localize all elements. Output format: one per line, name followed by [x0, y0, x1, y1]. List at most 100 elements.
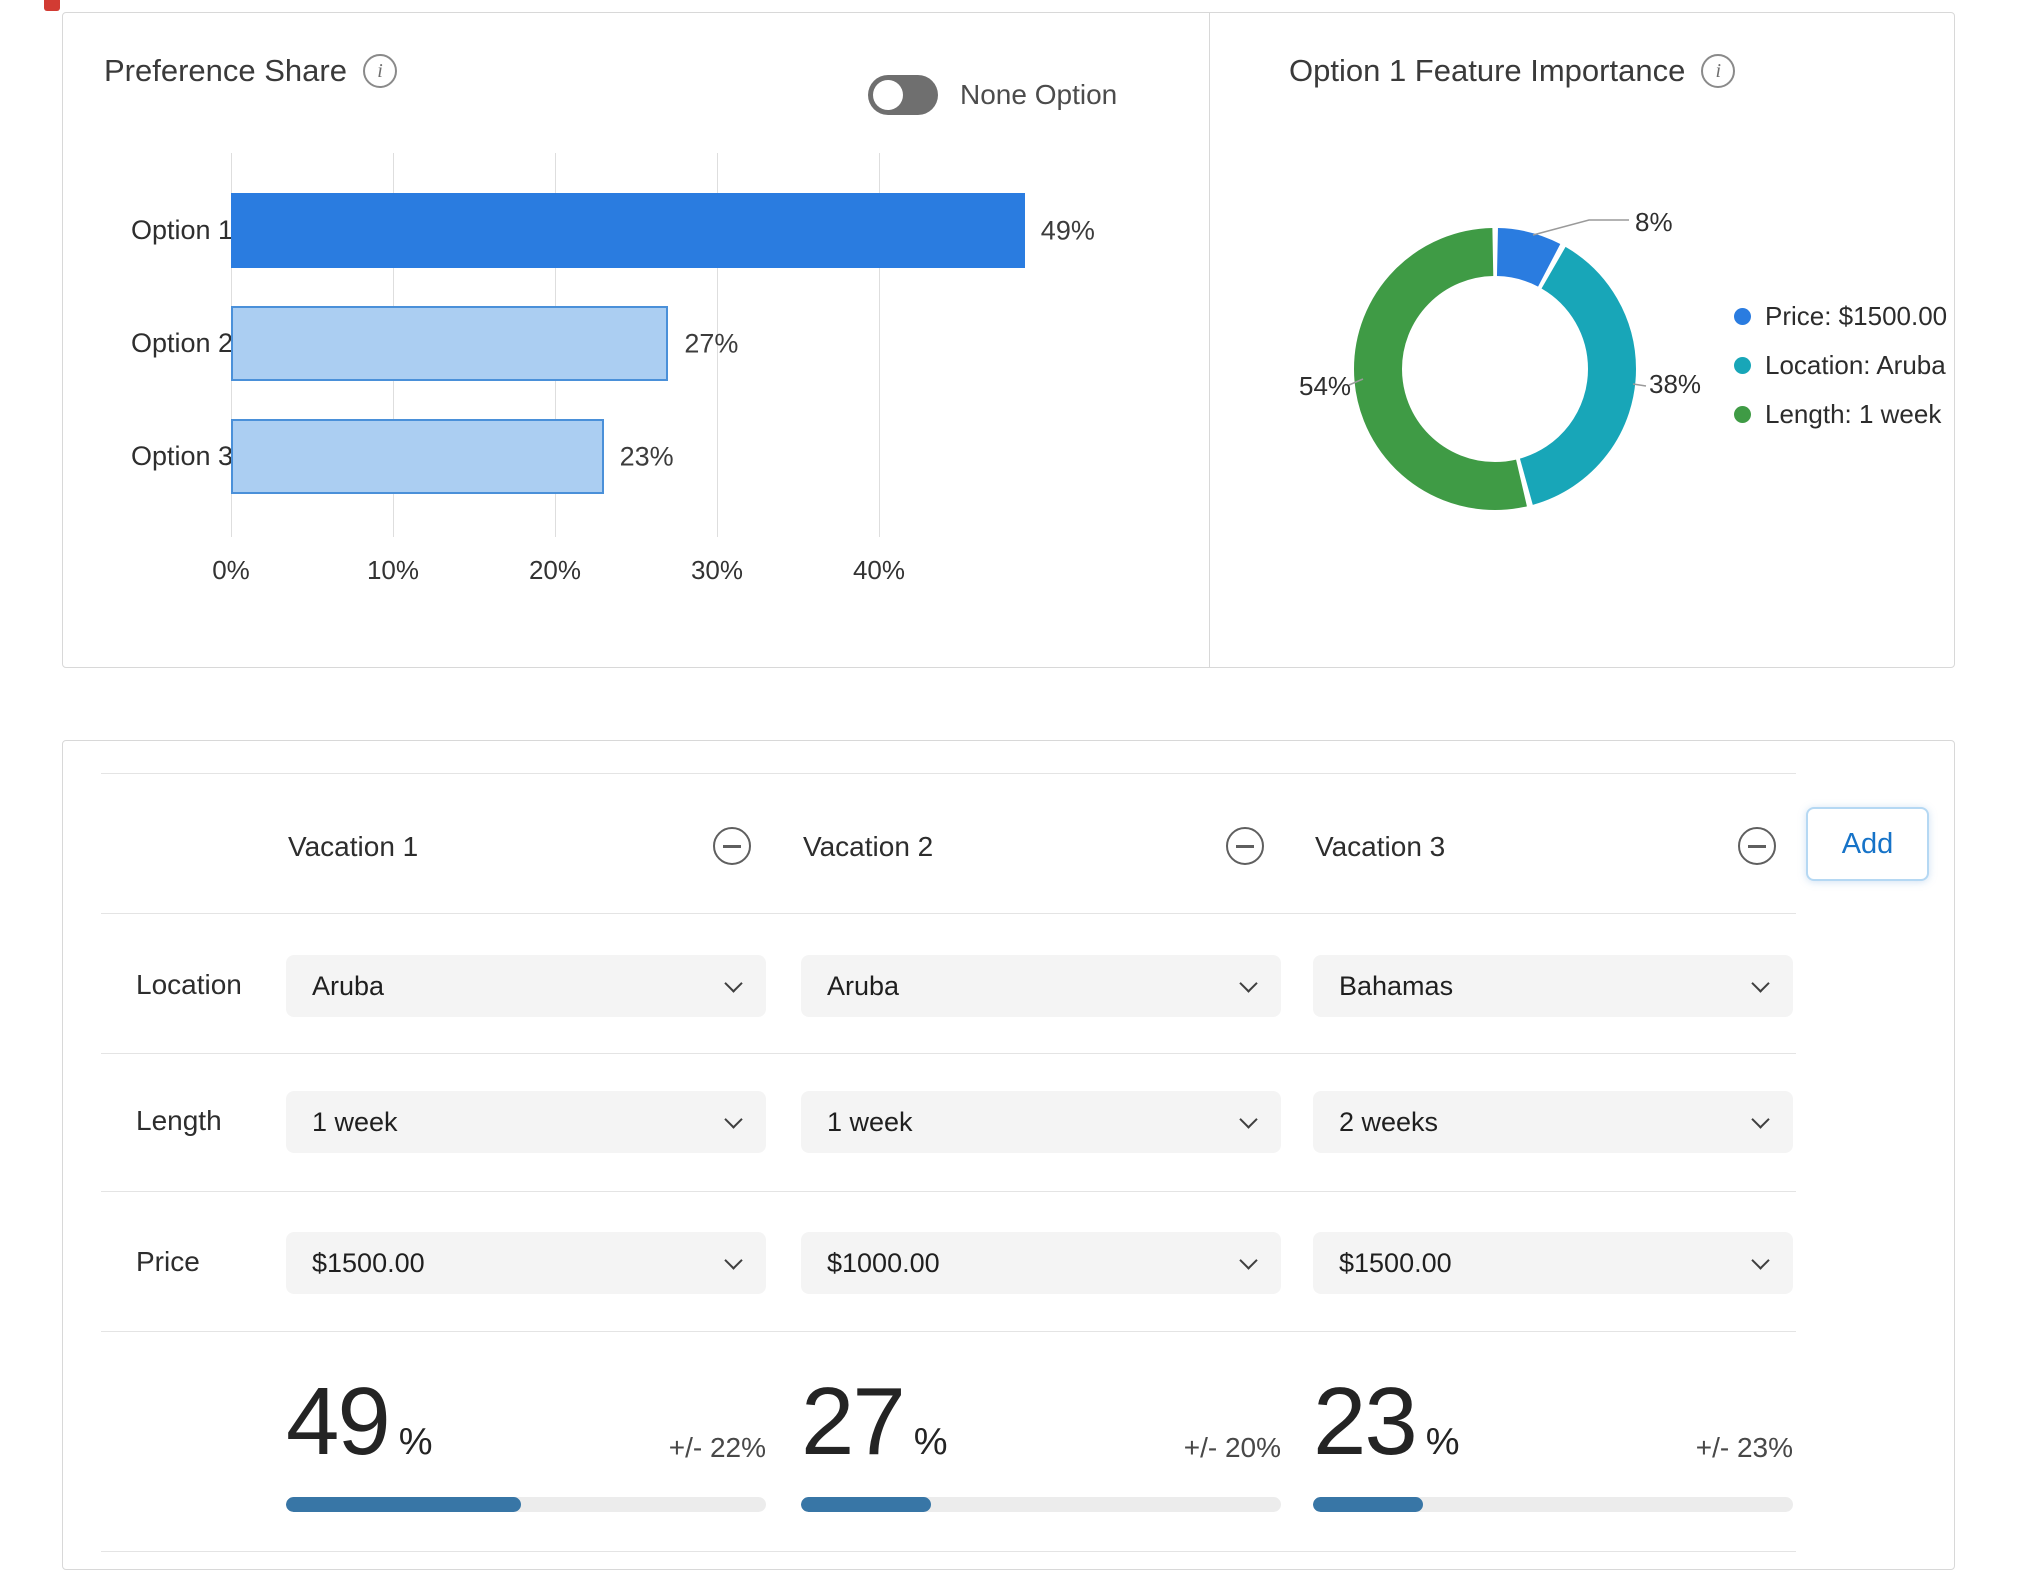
share-unit: %: [1425, 1421, 1460, 1463]
donut-slice-label: 54%: [1299, 371, 1352, 401]
share-number: 23: [1313, 1368, 1418, 1475]
select-value: $1500.00: [312, 1247, 425, 1278]
bar-category-label: Option 3: [131, 441, 234, 471]
preference-share-chart: Option 1 Option 2 Option 3 49% 27% 23% 0…: [131, 153, 1181, 613]
chevron-down-icon: [724, 1109, 743, 1129]
vacation-3-location-select[interactable]: Bahamas: [1313, 955, 1793, 1017]
feature-importance-donut: [1354, 228, 1636, 510]
donut-slice-label: 8%: [1635, 207, 1673, 237]
select-value: 1 week: [827, 1106, 913, 1137]
donut-legend: Price: $1500.00 Location: Aruba Length: …: [1734, 301, 1947, 430]
legend-item-location: Location: Aruba: [1734, 350, 1947, 381]
vacation-2-price-select[interactable]: $1000.00: [801, 1232, 1281, 1294]
legend-item-price: Price: $1500.00: [1734, 301, 1947, 332]
donut-slice-label: 38%: [1649, 369, 1702, 399]
chevron-down-icon: [1751, 1250, 1770, 1270]
table-divider: [101, 1331, 1796, 1332]
chevron-down-icon: [1239, 1109, 1258, 1129]
bar-category-label: Option 2: [131, 328, 234, 358]
info-icon[interactable]: i: [362, 54, 397, 88]
vacation-1-price-select[interactable]: $1500.00: [286, 1232, 766, 1294]
share-margin: +/- 22%: [668, 1432, 766, 1463]
share-number: 27: [801, 1368, 906, 1475]
info-icon[interactable]: i: [1701, 54, 1736, 88]
vacation-1-location-select[interactable]: Aruba: [286, 955, 766, 1017]
vacation-2-length-select[interactable]: 1 week: [801, 1091, 1281, 1153]
x-axis-tick: 30%: [690, 555, 744, 585]
x-axis-tick: 0%: [212, 555, 250, 585]
table-divider: [101, 913, 1796, 914]
select-value: 2 weeks: [1339, 1106, 1439, 1137]
vacation-3-header: Vacation 3: [1315, 831, 1446, 862]
share-margin: +/- 23%: [1695, 1432, 1793, 1463]
select-value: Aruba: [312, 970, 385, 1001]
none-option-label: None Option: [960, 79, 1118, 110]
remove-vacation-1-button[interactable]: [713, 827, 751, 865]
gridline: [717, 153, 718, 537]
panel-divider: [1209, 13, 1210, 667]
feature-importance-header: Option 1 Feature Importance i: [1289, 53, 1736, 89]
vacation-3-length-select[interactable]: 2 weeks: [1313, 1091, 1793, 1153]
share-unit: %: [398, 1421, 433, 1463]
share-progress-bar: [1313, 1497, 1793, 1512]
table-divider: [101, 1551, 1796, 1552]
share-progress-bar: [801, 1497, 1281, 1512]
chevron-down-icon: [724, 973, 743, 993]
preference-share-title: Preference Share: [104, 53, 347, 88]
vacation-3-price-select[interactable]: $1500.00: [1313, 1232, 1793, 1294]
share-unit: %: [913, 1421, 948, 1463]
chevron-down-icon: [1751, 973, 1770, 993]
x-axis-tick: 20%: [528, 555, 582, 585]
vacation-1-length-select[interactable]: 1 week: [286, 1091, 766, 1153]
remove-vacation-2-button[interactable]: [1226, 827, 1264, 865]
bar-option-3: 23%: [231, 419, 1081, 494]
preference-share-header: Preference Share i: [104, 53, 397, 89]
legend-dot-icon: [1734, 357, 1751, 374]
vacation-2-location-select[interactable]: Aruba: [801, 955, 1281, 1017]
share-number: 49: [286, 1368, 391, 1475]
share-value: 49 %: [286, 1368, 766, 1475]
vacation-3-share: 23 % +/- 23%: [1313, 1368, 1793, 1512]
x-axis-tick: 10%: [366, 555, 420, 585]
row-label-length: Length: [136, 1105, 222, 1136]
share-progress-fill: [286, 1497, 522, 1512]
donut-segment-location: [1354, 228, 1636, 510]
none-option-control: None Option: [868, 75, 1117, 115]
legend-dot-icon: [1734, 406, 1751, 423]
bar-category-label: Option 1: [131, 215, 234, 245]
bar-value-label: 23%: [619, 441, 674, 471]
table-divider: [101, 1191, 1796, 1192]
table-divider: [101, 1053, 1796, 1054]
chevron-down-icon: [724, 1250, 743, 1270]
select-value: 1 week: [312, 1106, 398, 1137]
legend-item-length: Length: 1 week: [1734, 399, 1947, 430]
bar-value-label: 27%: [684, 328, 739, 358]
share-progress-fill: [1313, 1497, 1424, 1512]
share-margin: +/- 20%: [1183, 1432, 1281, 1463]
vacation-2-header: Vacation 2: [803, 831, 934, 862]
bar: [231, 193, 1025, 268]
legend-label: Price: $1500.00: [1765, 301, 1948, 331]
select-value: $1500.00: [1339, 1247, 1452, 1278]
feature-importance-title: Option 1 Feature Importance: [1289, 53, 1686, 88]
vacation-2-share: 27 % +/- 20%: [801, 1368, 1281, 1512]
select-value: Aruba: [827, 970, 900, 1001]
share-value: 23 %: [1313, 1368, 1793, 1475]
legend-label: Location: Aruba: [1765, 350, 1946, 380]
remove-vacation-3-button[interactable]: [1738, 827, 1776, 865]
x-axis-tick: 40%: [852, 555, 906, 585]
vacation-1-share: 49 % +/- 22%: [286, 1368, 766, 1512]
toggle-knob: [873, 80, 903, 110]
select-value: Bahamas: [1339, 970, 1454, 1001]
share-progress-fill: [801, 1497, 931, 1512]
row-label-location: Location: [136, 969, 242, 1000]
legend-dot-icon: [1734, 308, 1751, 325]
share-progress-bar: [286, 1497, 766, 1512]
bar-plot: 49% 27% 23% 0% 10% 20% 30% 40%: [212, 153, 1095, 585]
chevron-down-icon: [1751, 1109, 1770, 1129]
none-option-toggle[interactable]: [868, 75, 938, 115]
add-vacation-button[interactable]: Add: [1806, 807, 1929, 881]
bar-option-2: 27%: [231, 306, 1081, 381]
clipped-logo-mark: [44, 0, 60, 11]
vacation-1-header: Vacation 1: [288, 831, 419, 862]
